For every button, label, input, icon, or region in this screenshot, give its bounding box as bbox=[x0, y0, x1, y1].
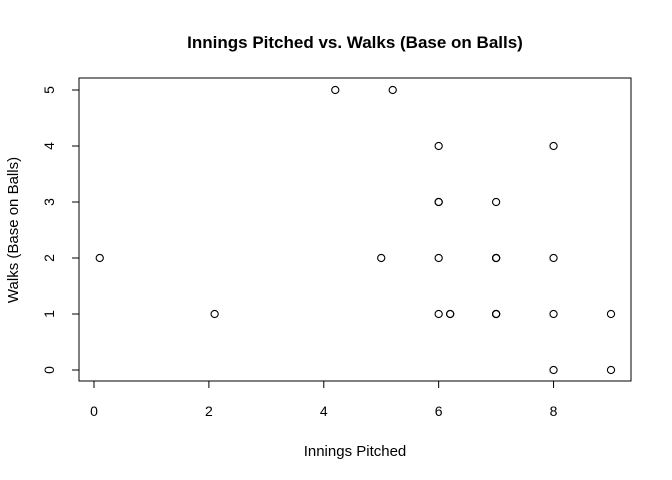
data-point bbox=[549, 365, 558, 375]
data-point bbox=[549, 309, 558, 319]
data-point bbox=[491, 253, 501, 263]
data-point bbox=[95, 253, 104, 263]
y-tick-label: 0 bbox=[41, 366, 57, 374]
data-point bbox=[491, 309, 501, 319]
y-tick-label: 1 bbox=[41, 310, 57, 318]
x-tick-label: 8 bbox=[550, 403, 558, 419]
x-tick-label: 4 bbox=[320, 403, 328, 419]
data-point bbox=[446, 309, 455, 319]
x-axis: 0 2 4 6 8 bbox=[90, 380, 558, 419]
data-point bbox=[377, 253, 386, 263]
y-tick-label: 4 bbox=[41, 142, 57, 150]
x-tick-label: 0 bbox=[90, 403, 98, 419]
y-axis-label: Walks (Base on Balls) bbox=[5, 157, 22, 303]
x-tick-label: 6 bbox=[435, 403, 443, 419]
chart-title: Innings Pitched vs. Walks (Base on Balls… bbox=[187, 33, 523, 52]
data-point bbox=[388, 85, 397, 95]
data-point bbox=[549, 253, 558, 263]
y-tick-label: 2 bbox=[41, 254, 57, 262]
data-points bbox=[95, 85, 616, 375]
y-axis: 0 1 2 3 4 5 bbox=[41, 86, 80, 374]
data-point bbox=[606, 365, 616, 375]
data-point bbox=[606, 309, 616, 319]
x-tick-label: 2 bbox=[205, 403, 213, 419]
data-point bbox=[331, 85, 340, 95]
data-point bbox=[549, 141, 558, 151]
y-tick-label: 3 bbox=[41, 198, 57, 206]
data-point bbox=[434, 253, 443, 263]
data-point bbox=[434, 309, 443, 319]
y-tick-label: 5 bbox=[41, 86, 57, 94]
data-point bbox=[491, 197, 501, 207]
x-axis-label: Innings Pitched bbox=[304, 443, 407, 460]
plot-frame bbox=[78, 77, 632, 382]
data-point bbox=[434, 197, 443, 207]
data-point bbox=[210, 309, 219, 319]
data-point bbox=[434, 141, 443, 151]
